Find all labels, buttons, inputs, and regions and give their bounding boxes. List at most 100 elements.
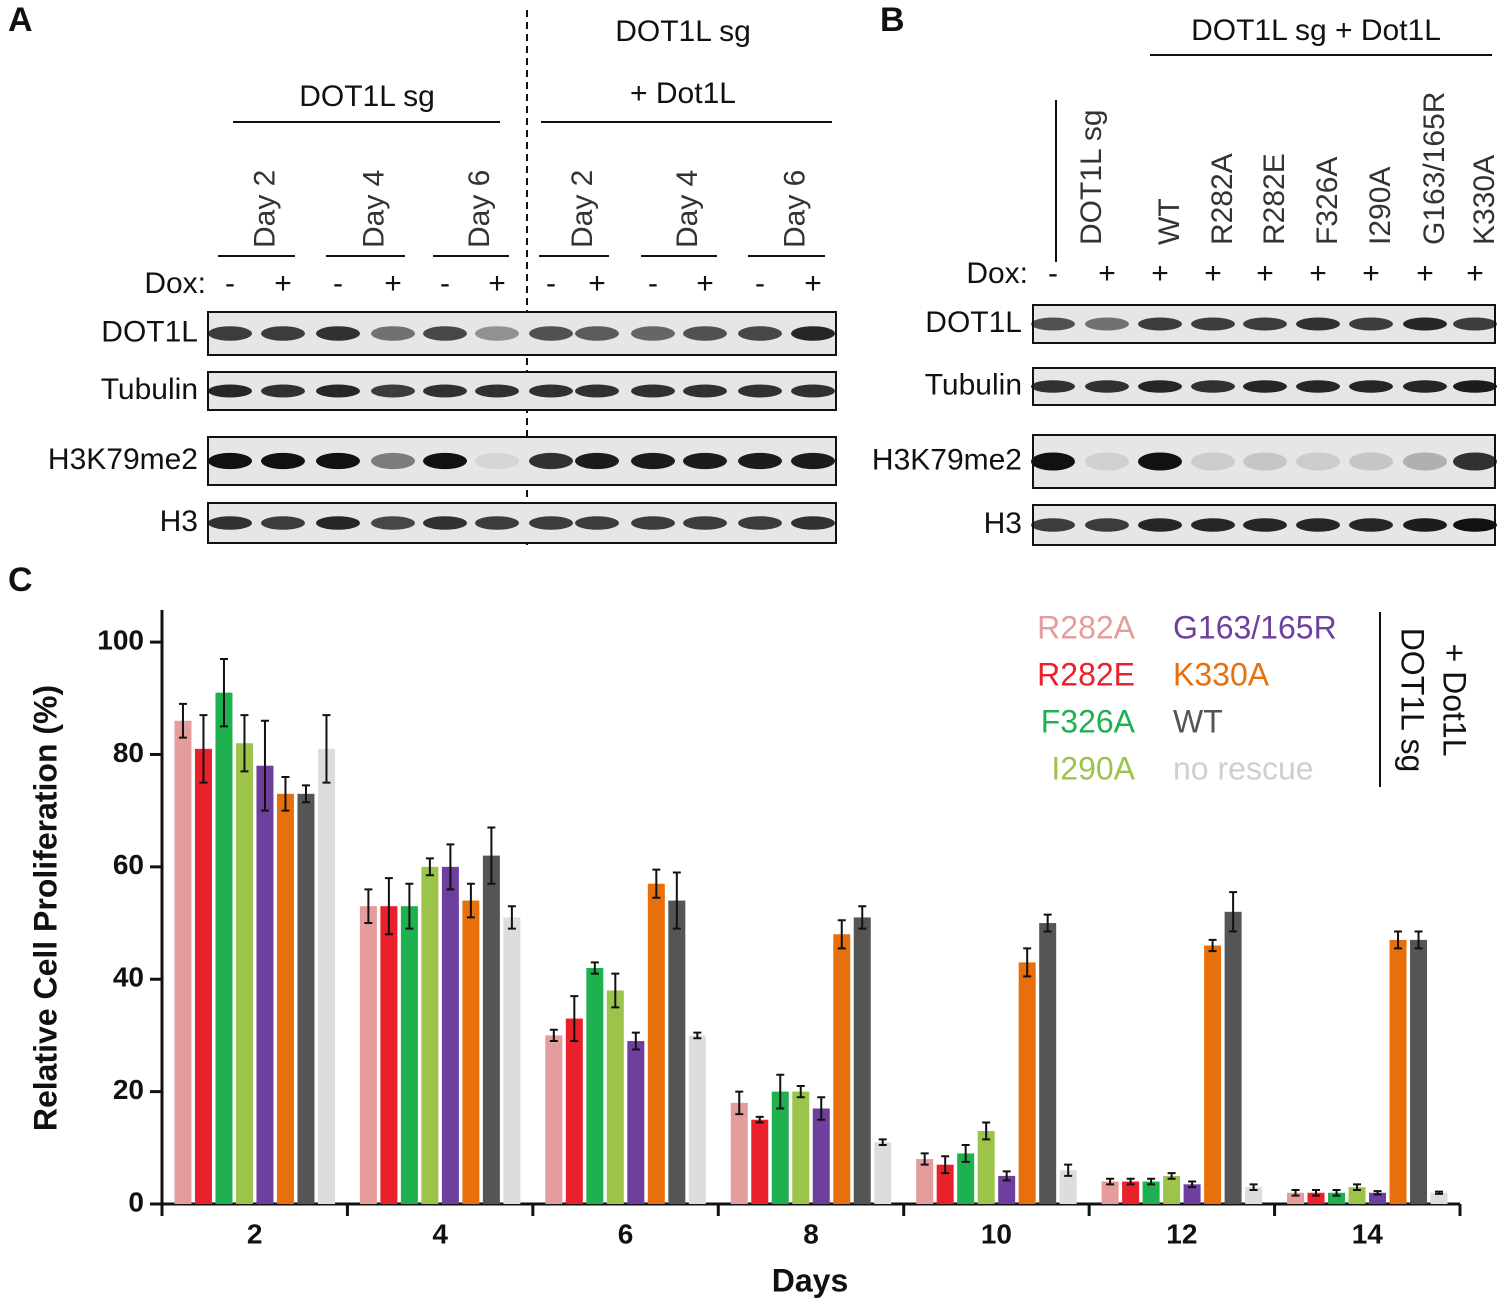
blot-label: DOT1L: [925, 306, 1022, 339]
band: [475, 384, 519, 398]
lane-label: DOT1L sg: [1075, 109, 1108, 245]
bar: [1059, 1170, 1077, 1204]
band: [1403, 317, 1447, 331]
bar: [586, 968, 604, 1204]
error-bar: [240, 714, 249, 773]
band: [423, 384, 467, 398]
band: [475, 452, 519, 470]
dox-sign: -: [440, 267, 450, 300]
dox-sign: -: [1048, 257, 1058, 290]
bar: [1204, 945, 1222, 1204]
y-tick-label: 0: [128, 1186, 144, 1217]
blot-label: H3K79me2: [48, 443, 198, 476]
error-bar: [1312, 1188, 1321, 1197]
lane-label: R282E: [1258, 153, 1291, 245]
error-bar: [817, 1096, 826, 1121]
band: [738, 452, 782, 470]
bar: [833, 934, 851, 1204]
y-tick-label: 80: [113, 737, 144, 768]
error-bar: [446, 843, 455, 891]
error-bar: [755, 1115, 764, 1124]
band: [1403, 452, 1447, 471]
dox-sign: +: [1362, 257, 1380, 290]
x-tick-label: 8: [803, 1218, 819, 1249]
band: [791, 384, 835, 398]
error-bar: [507, 905, 516, 930]
error-bar: [961, 1144, 970, 1163]
band: [1138, 452, 1182, 471]
band: [423, 326, 467, 341]
bar: [1287, 1192, 1305, 1204]
error-bar: [1126, 1177, 1135, 1186]
band: [1453, 518, 1497, 532]
dox-sign: +: [384, 267, 402, 300]
error-bar: [281, 775, 290, 812]
band: [261, 452, 305, 470]
bar: [400, 906, 418, 1204]
band: [371, 326, 415, 341]
error-bar: [1394, 930, 1403, 950]
x-tick-label: 2: [247, 1218, 263, 1249]
band: [1191, 317, 1235, 331]
error-bar: [1106, 1177, 1115, 1186]
band: [208, 384, 252, 398]
band: [575, 326, 619, 341]
band: [316, 516, 360, 530]
error-bar: [1023, 947, 1032, 978]
error-bar: [590, 961, 599, 975]
legend-entry: I290A: [1051, 750, 1135, 786]
error-bar: [1188, 1180, 1197, 1189]
error-bar: [219, 657, 228, 728]
error-bar: [776, 1073, 785, 1110]
error-bar: [1249, 1183, 1258, 1191]
bar: [1122, 1181, 1140, 1204]
x-tick-label: 6: [618, 1218, 634, 1249]
band: [371, 452, 415, 470]
blot: [207, 436, 837, 486]
band: [1243, 317, 1287, 331]
dox-sign: +: [1466, 257, 1484, 290]
error-bar: [384, 877, 393, 936]
blot: [207, 502, 837, 544]
bar: [998, 1175, 1016, 1204]
bar: [421, 866, 439, 1204]
error-bar: [1002, 1170, 1011, 1182]
band: [738, 384, 782, 398]
bar: [606, 990, 624, 1204]
error-bar: [858, 905, 867, 930]
error-bar: [1435, 1190, 1444, 1195]
band: [1031, 518, 1075, 532]
band: [1349, 452, 1393, 471]
bar: [647, 883, 665, 1204]
dox-sign: -: [755, 267, 765, 300]
x-tick-label: 14: [1352, 1218, 1384, 1249]
bar: [1389, 939, 1407, 1204]
error-bar: [466, 882, 475, 919]
bar: [503, 917, 521, 1204]
dox-sign: +: [804, 267, 822, 300]
band: [1453, 380, 1497, 393]
bar: [853, 917, 871, 1204]
dox-sign: +: [488, 267, 506, 300]
y-tick-label: 40: [113, 962, 144, 993]
band: [1296, 317, 1340, 331]
dox-sign: -: [225, 267, 235, 300]
bar: [462, 900, 480, 1204]
error-bar: [1208, 938, 1217, 953]
band: [475, 326, 519, 341]
dox-sign: -: [333, 267, 343, 300]
band: [1138, 380, 1182, 393]
band: [371, 516, 415, 530]
x-tick-label: 4: [432, 1218, 448, 1249]
bar: [441, 866, 459, 1204]
bar: [482, 855, 500, 1204]
band: [423, 516, 467, 530]
band: [261, 384, 305, 398]
band: [1243, 380, 1287, 393]
dox-sign: +: [1151, 257, 1169, 290]
error-bar: [1147, 1177, 1156, 1186]
error-bar: [199, 714, 208, 784]
bar: [751, 1119, 769, 1204]
band: [1453, 452, 1497, 471]
